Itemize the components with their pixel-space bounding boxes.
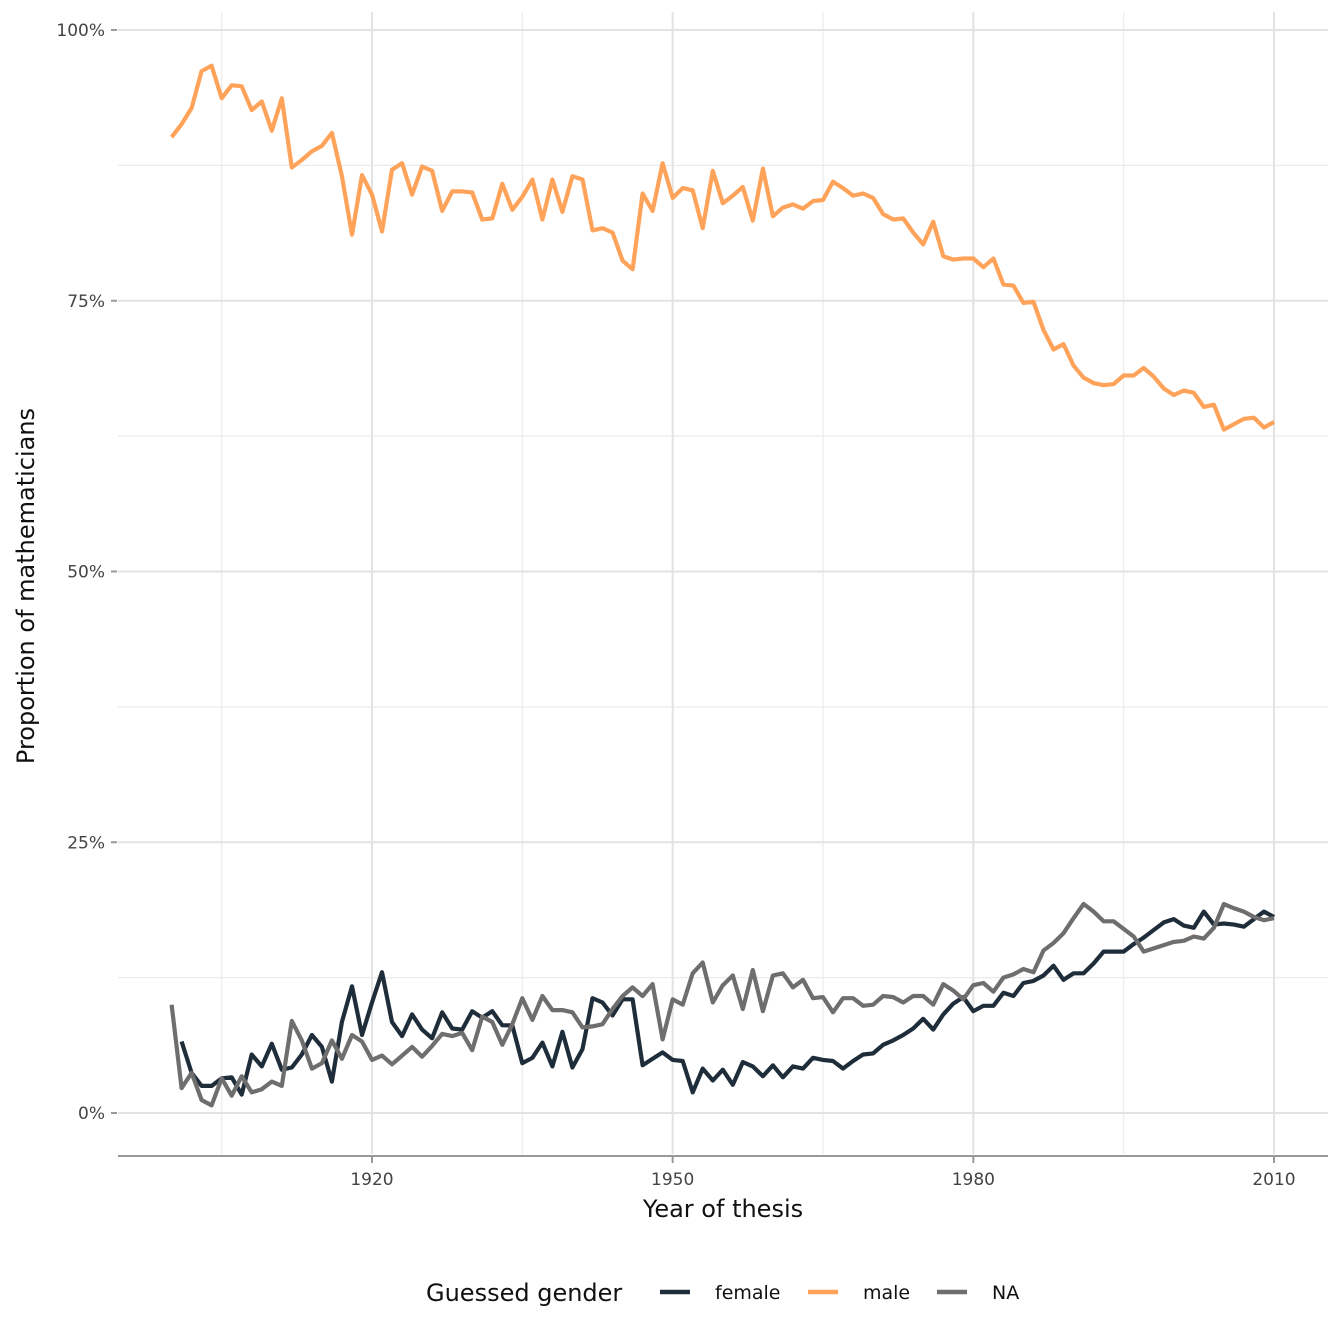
- y-tick-label: 50%: [67, 563, 105, 583]
- y-axis: 0% 25% 50% 75% 100%: [56, 21, 117, 1124]
- legend-item-male: male: [808, 1282, 910, 1304]
- y-tick-label: 25%: [67, 833, 105, 853]
- legend: Guessed gender female male NA: [426, 1279, 1019, 1307]
- legend-label: NA: [992, 1282, 1019, 1304]
- series-line-na: [169, 901, 1275, 1108]
- legend-item-na: NA: [937, 1282, 1019, 1304]
- legend-label: male: [863, 1282, 910, 1304]
- series-line-male: [169, 63, 1276, 432]
- legend-item-female: female: [660, 1282, 781, 1304]
- legend-title: Guessed gender: [426, 1279, 622, 1307]
- series-lines: [169, 63, 1276, 1108]
- x-tick-label: 2010: [1252, 1170, 1295, 1190]
- y-tick-label: 100%: [56, 21, 105, 41]
- y-tick-label: 75%: [67, 292, 105, 312]
- y-axis-title: Proportion of mathematicians: [12, 408, 40, 764]
- y-tick-label: 0%: [78, 1104, 105, 1124]
- x-tick-label: 1950: [651, 1170, 694, 1190]
- legend-label: female: [715, 1282, 781, 1304]
- x-tick-label: 1920: [350, 1170, 393, 1190]
- major-gridlines: [118, 12, 1328, 1154]
- minor-gridlines: [118, 12, 1328, 1154]
- x-tick-label: 1980: [952, 1170, 995, 1190]
- x-axis-title: Year of thesis: [642, 1195, 803, 1223]
- series-line-female: [179, 909, 1275, 1097]
- x-axis: 1920 1950 1980 2010: [118, 1155, 1328, 1190]
